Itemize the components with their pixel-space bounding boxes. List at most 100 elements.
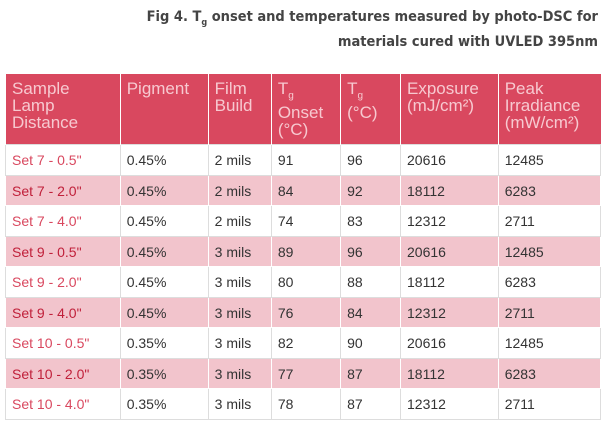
header-cell: Sample Lamp Distance bbox=[5, 74, 121, 145]
table-row: Set 10 - 0.5" 0.35% 3 mils 82 90 20616 12485 bbox=[5, 327, 602, 359]
table-cell: 20616 bbox=[400, 327, 499, 359]
title-line: materials cured with UVLED 395nm bbox=[337, 33, 598, 50]
table-cell: 3 mils bbox=[207, 296, 272, 329]
table-cell: 2711 bbox=[497, 296, 602, 329]
table-row: Set 9 - 2.0" 0.45% 3 mils 80 88 18112 6283 bbox=[5, 266, 602, 298]
table-cell: 0.45% bbox=[119, 296, 209, 329]
table-cell: Set 7 - 4.0" bbox=[5, 205, 121, 237]
table-cell: 88 bbox=[340, 266, 401, 298]
header-cell: Peak Irradiance (mW/cm²) bbox=[497, 74, 601, 145]
table-cell: 3 mils bbox=[207, 388, 272, 420]
table-cell: 18112 bbox=[400, 266, 499, 298]
header-text: T bbox=[277, 79, 289, 98]
table-cell: 83 bbox=[340, 205, 401, 237]
header-text: Onset (°C) bbox=[277, 103, 324, 140]
header-row: Sample Lamp Distance Pigment Film Build Tg … bbox=[5, 74, 601, 145]
title-text: onset and temperatures measured by photo… bbox=[207, 9, 598, 25]
table-cell: 96 bbox=[340, 144, 401, 176]
table-cell: Set 9 - 4.0" bbox=[5, 296, 121, 329]
table-cell: 3 mils bbox=[207, 327, 272, 359]
header-text: Film Build bbox=[214, 79, 253, 115]
header-cell: Tg Onset (°C) bbox=[270, 74, 341, 145]
table-cell: 2 mils bbox=[207, 205, 272, 237]
table-cell: 0.45% bbox=[119, 205, 209, 237]
table-cell: 92 bbox=[340, 174, 401, 207]
table-cell: 2 mils bbox=[207, 174, 272, 207]
table-cell: 18112 bbox=[400, 357, 499, 390]
table-cell: 87 bbox=[340, 388, 401, 420]
figure-title: Fig 4. Tg onset and temperatures measure… bbox=[147, 8, 598, 52]
header-cell: Pigment bbox=[119, 74, 209, 145]
header-subscript: g bbox=[357, 90, 364, 102]
table-cell: Set 7 - 0.5" bbox=[5, 144, 121, 176]
table-cell: 0.45% bbox=[119, 235, 209, 268]
header-text: Exposure (mJ/cm²) bbox=[407, 79, 479, 115]
title-text: Fig 4. T bbox=[146, 9, 202, 25]
table-cell: 0.35% bbox=[119, 388, 209, 420]
table-row: Set 7 - 4.0" 0.45% 2 mils 74 83 12312 2711 bbox=[5, 205, 602, 237]
title-line: Fig 4. Tg onset and temperatures measure… bbox=[147, 8, 598, 33]
table-cell: 20616 bbox=[400, 235, 499, 268]
table-cell: 2 mils bbox=[207, 144, 272, 176]
table-cell: 12485 bbox=[497, 235, 602, 268]
table-cell: 6283 bbox=[497, 357, 602, 390]
table-cell: 12312 bbox=[400, 205, 499, 237]
table-cell: 12485 bbox=[497, 327, 602, 359]
table-cell: 2711 bbox=[497, 388, 602, 420]
table-row: Set 7 - 2.0" 0.45% 2 mils 84 92 18112 6283 bbox=[5, 174, 602, 207]
table-cell: 12312 bbox=[400, 388, 499, 420]
table-cell: Set 9 - 0.5" bbox=[5, 235, 121, 268]
table-row: Set 9 - 0.5" 0.45% 3 mils 89 96 20616 12485 bbox=[5, 235, 602, 268]
table-row: Set 7 - 0.5" 0.45% 2 mils 91 96 20616 12485 bbox=[5, 144, 602, 176]
table-cell: 20616 bbox=[400, 144, 499, 176]
title-subscript: g bbox=[201, 17, 208, 28]
table-cell: 0.35% bbox=[119, 327, 209, 359]
table-cell: 0.45% bbox=[119, 144, 209, 176]
table-cell: 3 mils bbox=[207, 235, 272, 268]
table-cell: 89 bbox=[270, 235, 342, 268]
table-cell: 96 bbox=[340, 235, 401, 268]
table-cell: 74 bbox=[270, 205, 342, 237]
table-cell: 0.35% bbox=[119, 357, 209, 390]
table-cell: 77 bbox=[270, 357, 342, 390]
table-row: Set 9 - 4.0" 0.45% 3 mils 76 84 12312 2711 bbox=[5, 296, 602, 329]
header-cell: Tg (°C) bbox=[340, 74, 401, 145]
table-cell: 90 bbox=[340, 327, 401, 359]
header-text: Pigment bbox=[126, 79, 190, 98]
table-row: Set 10 - 2.0" 0.35% 3 mils 77 87 18112 6283 bbox=[5, 357, 602, 390]
table-cell: 12312 bbox=[400, 296, 499, 329]
table-cell: 2711 bbox=[497, 205, 602, 237]
data-table: Sample Lamp Distance Pigment Film Build Tg … bbox=[5, 74, 602, 420]
table-cell: 78 bbox=[270, 388, 342, 420]
header-subscript: g bbox=[288, 90, 294, 102]
table-cell: 3 mils bbox=[207, 357, 272, 390]
header-text: Sample Lamp Distance bbox=[12, 79, 79, 132]
table-body: Set 7 - 0.5" 0.45% 2 mils 91 96 20616 12485 Set… bbox=[5, 144, 602, 420]
table-cell: 6283 bbox=[497, 266, 602, 298]
table-cell: 12485 bbox=[497, 144, 602, 176]
header-text: T bbox=[347, 79, 358, 98]
table-cell: 76 bbox=[270, 296, 342, 329]
table-cell: 6283 bbox=[497, 174, 602, 207]
table-cell: Set 10 - 4.0" bbox=[5, 388, 121, 420]
table-cell: Set 10 - 0.5" bbox=[5, 327, 121, 359]
table-cell: 87 bbox=[340, 357, 401, 390]
table-cell: 80 bbox=[270, 266, 342, 298]
table-cell: 18112 bbox=[400, 174, 499, 207]
header-cell: Film Build bbox=[207, 74, 272, 145]
table-cell: 91 bbox=[270, 144, 342, 176]
table-cell: 3 mils bbox=[207, 266, 272, 298]
header-cell: Exposure (mJ/cm²) bbox=[400, 74, 499, 145]
table-cell: 84 bbox=[270, 174, 342, 207]
table-row: Set 10 - 4.0" 0.35% 3 mils 78 87 12312 2711 bbox=[5, 388, 602, 420]
header-text: Peak Irradiance (mW/cm²) bbox=[504, 79, 581, 132]
table-cell: Set 9 - 2.0" bbox=[5, 266, 121, 298]
table-cell: Set 10 - 2.0" bbox=[5, 357, 121, 390]
table-cell: 0.45% bbox=[119, 174, 209, 207]
table-cell: Set 7 - 2.0" bbox=[5, 174, 121, 207]
table-cell: 0.45% bbox=[119, 266, 209, 298]
header-text: (°C) bbox=[347, 103, 378, 123]
table-cell: 84 bbox=[340, 296, 401, 329]
table-cell: 82 bbox=[270, 327, 342, 359]
